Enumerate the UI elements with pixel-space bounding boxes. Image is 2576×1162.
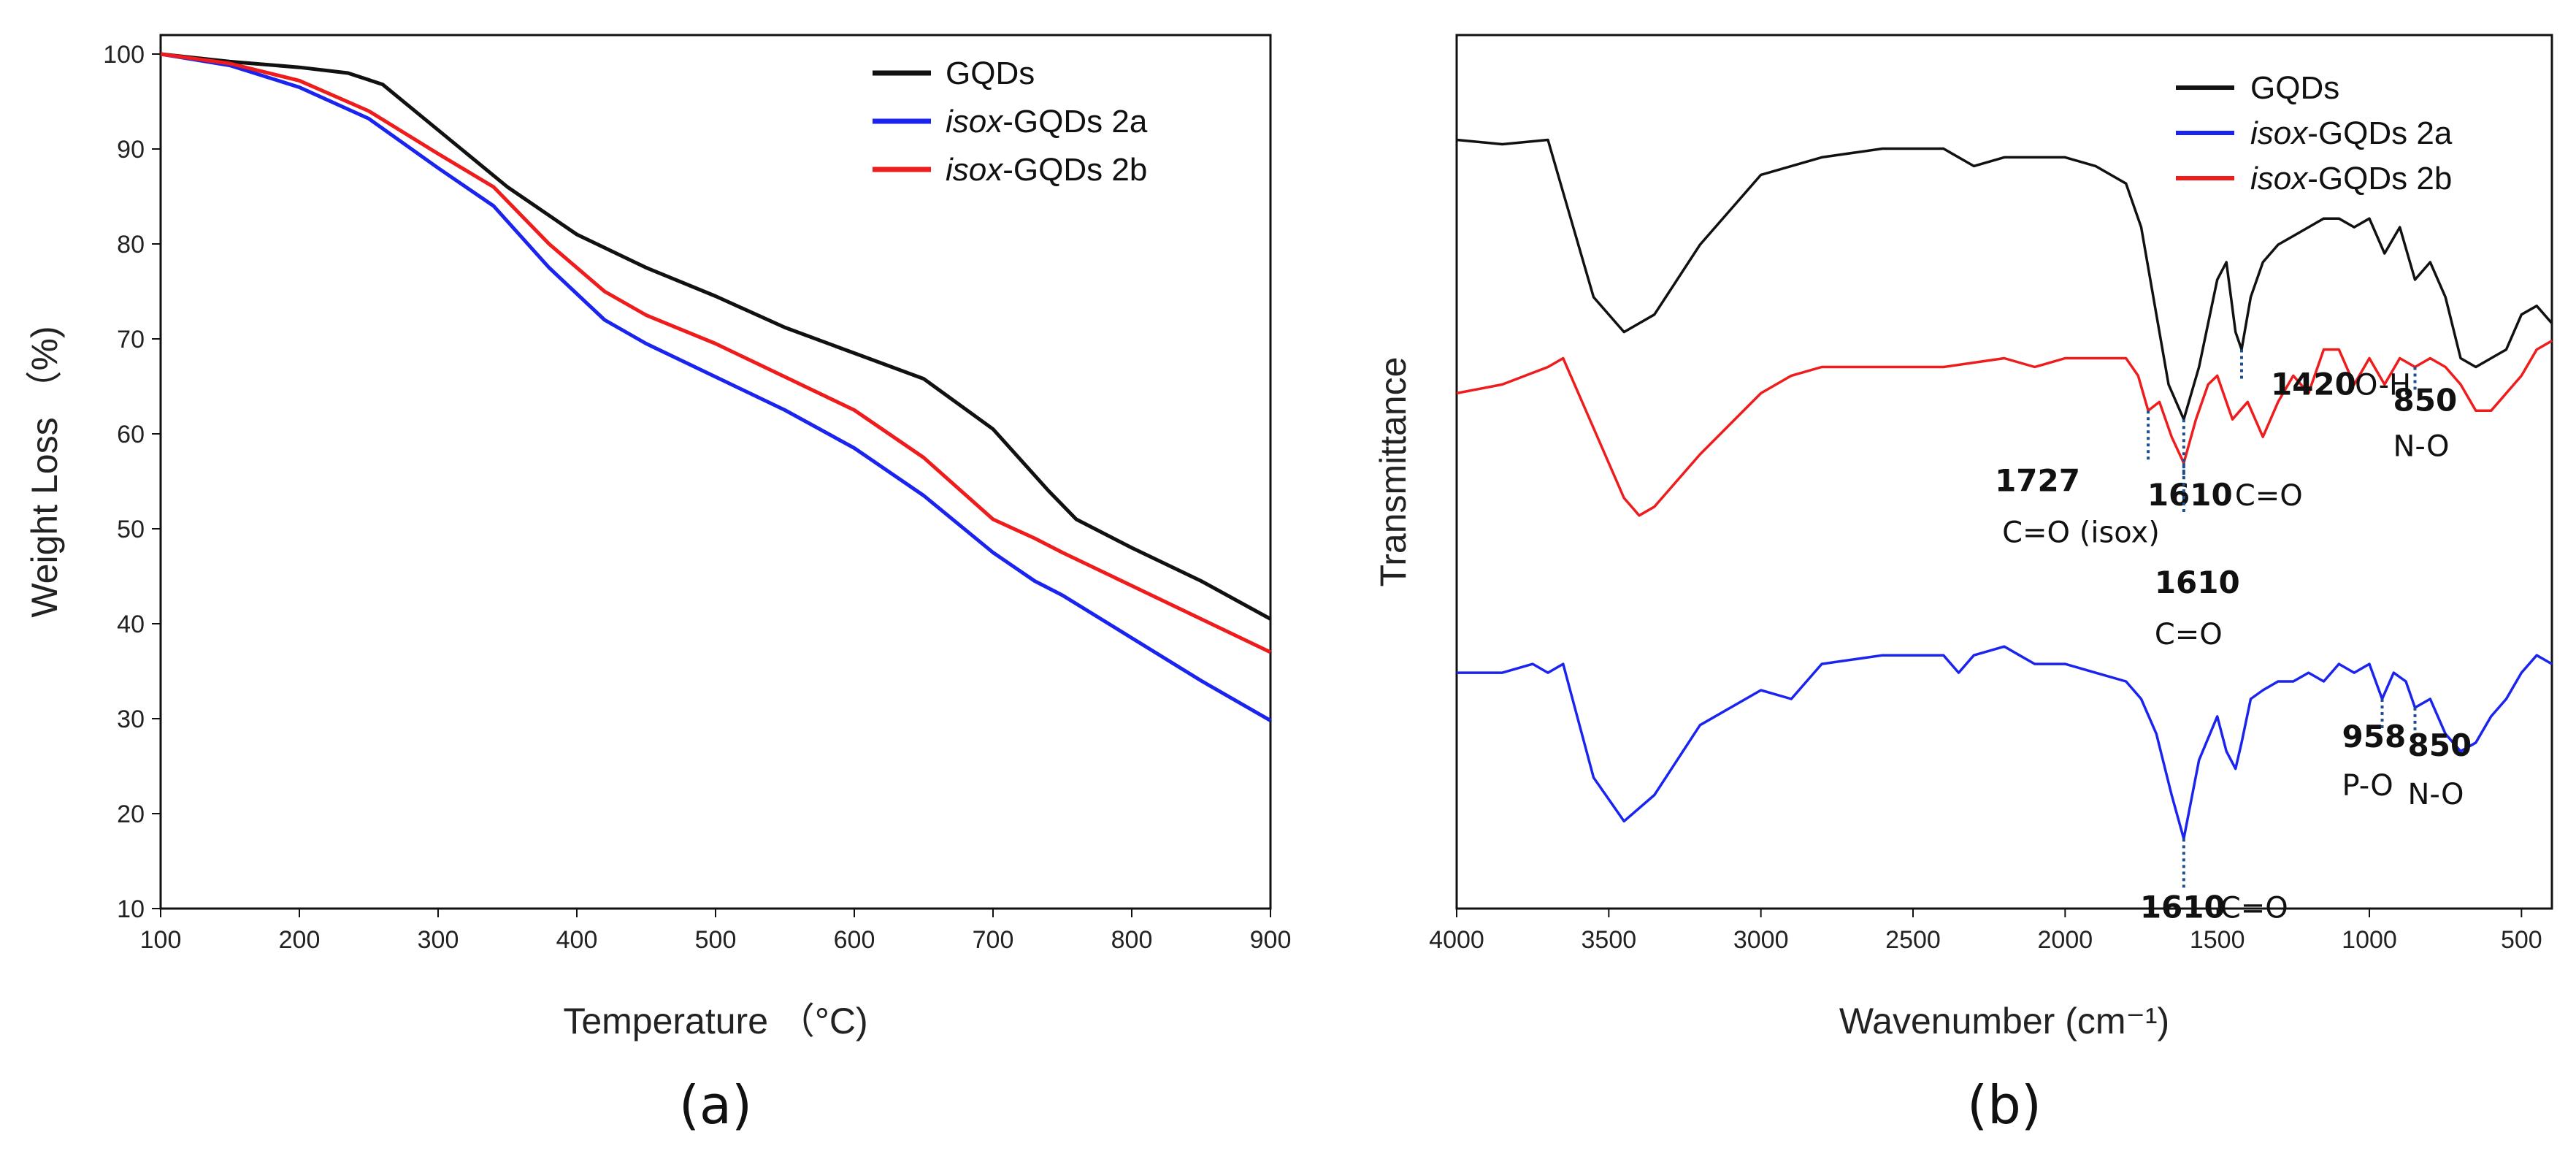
x-tick-label-a: 500 [695,926,737,954]
y-axis-title-b: Transmittance [1373,357,1414,587]
legend-entry-prefix: isox [2250,115,2309,151]
x-tick-label-a: 600 [834,926,875,954]
y-tick-label-a: 80 [117,231,145,259]
y-axis-title-a: Weight Loss （%) [24,326,65,617]
annotation-wavenumber-b-4: 850 [2393,382,2458,418]
legend-entry-a-1: isox-GQDs 2a [946,104,1148,139]
legend-entry-a-2: isox-GQDs 2b [946,152,1147,188]
annotation-wavenumber-b-7: 1610 [2140,889,2226,925]
legend-entry-main: -GQDs 2b [1003,152,1147,188]
y-tick-label-a: 100 [103,41,145,69]
annotation-label-b-4: N-O [2393,429,2450,463]
legend-entry-main: GQDs [946,56,1035,91]
x-tick-label-a: 200 [279,926,321,954]
plot-frame-b [1455,34,2553,910]
x-tick-label-a: 800 [1111,926,1153,954]
legend-entry-main: -GQDs 2a [1003,104,1148,139]
y-tick-label-a: 70 [117,326,145,353]
x-tick-label-a: 100 [140,926,182,954]
annotation-label-b-7: C=O [2220,891,2288,925]
series-line-b-2 [1456,340,2553,517]
series-line-a-2 [160,52,1272,654]
y-tick-label-a: 90 [117,136,145,164]
chart-panel-a: 100 200 300 400 500 600 700 800 900 10 20 30 40 50 60 7… [24,34,1292,1136]
legend-entry-main: -GQDs 2a [2307,115,2453,151]
series-line-a-0 [160,52,1272,621]
x-tick-label-b: 500 [2501,926,2542,954]
y-tick-label-a: 60 [117,421,145,448]
annotation-wavenumber-b-0: 1420 [2271,367,2356,402]
annotation-wavenumber-b-1: 1610 [2147,477,2233,513]
annotation-wavenumber-b-6: 850 [2408,727,2472,763]
legend-entry-main: -GQDs 2b [2307,161,2452,196]
x-tick-label-a: 300 [418,926,459,954]
x-tick-label-a: 700 [973,926,1014,954]
series-line-a-1 [160,52,1272,722]
x-tick-label-a: 400 [556,926,598,954]
legend-entry-prefix: isox [946,152,1004,188]
legend-entry-b-0: GQDs [2250,70,2339,106]
y-tick-label-a: 50 [117,516,145,543]
y-tick-label-a: 10 [117,895,145,923]
x-tick-label-b: 1000 [2342,926,2397,954]
annotation-wavenumber-b-2: 1727 [1995,462,2080,498]
legend-entry-a-0: GQDs [946,56,1035,91]
y-tick-label-a: 30 [117,706,145,733]
x-tick-label-b: 2000 [2038,926,2093,954]
legend-entry-prefix: isox [2250,161,2309,196]
y-tick-label-a: 20 [117,800,145,828]
annotation-wavenumber-b-3: 1610 [2155,565,2240,600]
legend-entry-main: GQDs [2250,70,2339,106]
legend-entry-prefix: isox [946,104,1004,139]
annotation-label-b-3: C=O [2155,618,2223,651]
annotation-label-b-0: O-H [2355,369,2411,402]
x-tick-label-a: 900 [1250,926,1292,954]
x-tick-label-b: 1500 [2190,926,2245,954]
series-line-b-0 [1456,138,2553,421]
legend-entry-b-2: isox-GQDs 2b [2250,161,2452,196]
annotation-label-b-6: N-O [2408,778,2464,811]
series-line-b-1 [1457,645,2553,841]
annotation-wavenumber-b-5: 958 [2342,719,2407,754]
x-tick-label-b: 2500 [1885,926,1941,954]
x-axis-title-a: Temperature （°C) [563,1001,867,1041]
panel-label-a: (a) [679,1074,752,1136]
x-tick-label-b: 3000 [1733,926,1789,954]
annotation-label-b-1: C=O [2235,479,2303,513]
x-tick-label-b: 4000 [1429,926,1484,954]
annotation-label-b-5: P-O [2342,769,2393,803]
panel-label-b: (b) [1967,1074,2042,1136]
x-axis-title-b: Wavenumber (cm⁻¹) [1839,1001,2169,1041]
legend-entry-b-1: isox-GQDs 2a [2250,115,2453,151]
x-tick-label-b: 3500 [1582,926,1637,954]
annotation-label-b-2: C=O (isox) [2002,516,2160,549]
y-tick-label-a: 40 [117,611,145,638]
